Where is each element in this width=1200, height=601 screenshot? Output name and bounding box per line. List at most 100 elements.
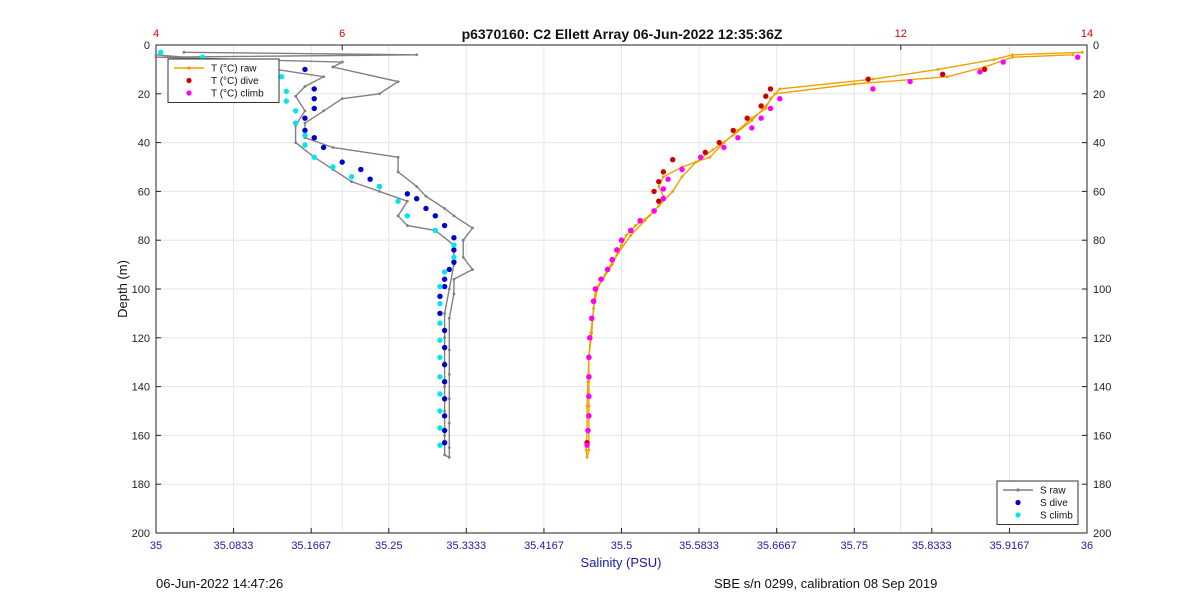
y-tick-label-left: 140 <box>132 382 150 394</box>
y-tick-label-right: 200 <box>1093 528 1111 540</box>
data-point-t-c-climb <box>618 237 625 243</box>
legend-label: S climb <box>1040 511 1073 522</box>
y-tick-label-right: 160 <box>1093 430 1111 442</box>
x-tick-label-bottom: 36 <box>1081 540 1093 552</box>
data-point-s-climb <box>437 391 443 397</box>
series-marker-s-raw <box>447 373 451 376</box>
footer-timestamp: 06-Jun-2022 14:47:26 <box>156 576 284 591</box>
data-point-s-climb <box>451 242 457 248</box>
data-point-t-c-climb <box>735 135 741 141</box>
data-point-s-climb <box>437 320 443 326</box>
series-marker-s-raw <box>405 224 409 227</box>
data-point-t-c-climb <box>637 217 643 224</box>
data-point-s-dive <box>311 95 317 102</box>
legend-dot-swatch <box>186 90 192 96</box>
series-marker-t-c-raw <box>671 190 675 193</box>
data-point-s-climb <box>441 269 448 275</box>
data-point-t-c-climb <box>749 125 755 131</box>
series-marker-t-c-raw <box>589 331 593 335</box>
series-marker-t-c-raw <box>778 87 782 91</box>
data-point-s-dive <box>423 205 429 212</box>
data-point-s-dive <box>437 293 443 300</box>
series-marker-s-raw <box>396 80 400 83</box>
data-point-s-dive <box>441 413 448 419</box>
legend-label: S raw <box>1040 486 1066 497</box>
series-marker-s-raw <box>396 155 400 159</box>
series-marker-s-raw <box>447 421 451 425</box>
data-point-s-dive <box>413 196 420 202</box>
series-marker-t-c-raw <box>1011 53 1014 57</box>
series-marker-t-c-raw <box>648 214 651 218</box>
y-tick-label-right: 100 <box>1093 284 1111 296</box>
series-marker-s-raw <box>447 348 451 352</box>
chart-title: p6370160: C2 Ellett Array 06-Jun-2022 12… <box>462 26 783 42</box>
data-point-t-c-dive <box>981 66 988 73</box>
y-tick-label-left: 100 <box>132 284 150 296</box>
series-marker-s-raw <box>294 141 298 145</box>
data-point-t-c-climb <box>977 69 983 75</box>
data-point-t-c-climb <box>587 335 593 341</box>
series-marker-s-raw <box>447 446 451 449</box>
x-axis-label: Salinity (PSU) <box>581 555 662 570</box>
y-tick-label-right: 0 <box>1093 40 1099 52</box>
data-point-t-c-dive <box>670 156 676 163</box>
data-point-s-dive <box>302 127 308 134</box>
data-point-s-climb <box>432 227 438 234</box>
data-point-s-climb <box>376 183 383 190</box>
data-point-t-c-climb <box>586 413 592 419</box>
y-tick-label-left: 0 <box>144 40 150 52</box>
x-tick-label-bottom: 35.5833 <box>679 540 719 552</box>
data-point-s-dive <box>451 247 457 253</box>
data-point-s-climb <box>404 213 411 219</box>
data-point-t-c-dive <box>730 127 736 134</box>
data-point-s-climb <box>348 174 355 180</box>
series-marker-s-raw <box>415 53 419 57</box>
data-point-t-c-climb <box>679 166 685 173</box>
series-marker-t-c-raw <box>769 97 772 101</box>
y-tick-label-right: 180 <box>1093 479 1111 491</box>
series-marker-s-raw <box>424 194 428 198</box>
data-point-t-c-climb <box>1000 59 1006 65</box>
series-marker-s-raw <box>303 109 307 113</box>
data-point-s-climb <box>395 198 401 204</box>
series-marker-s-raw <box>396 214 400 218</box>
data-point-s-climb <box>437 408 443 414</box>
series-marker-s-raw <box>447 287 451 291</box>
data-point-s-dive <box>441 396 448 402</box>
y-tick-label-left: 20 <box>138 89 150 101</box>
data-point-t-c-climb <box>589 315 595 321</box>
data-point-t-c-climb <box>586 374 592 380</box>
data-point-t-c-dive <box>758 103 764 109</box>
legend-dot-swatch <box>1015 512 1021 518</box>
data-point-s-dive <box>311 135 317 141</box>
data-point-t-c-climb <box>604 266 611 273</box>
legend-box <box>996 480 1079 525</box>
data-point-t-c-climb <box>697 154 704 160</box>
data-point-t-c-climb <box>586 393 592 400</box>
grid <box>155 44 1088 534</box>
series-marker-t-c-raw <box>852 82 856 86</box>
data-point-s-climb <box>437 425 443 431</box>
y-tick-label-left: 120 <box>132 333 150 345</box>
data-point-s-climb <box>283 88 290 95</box>
data-point-s-dive <box>339 159 345 165</box>
y-tick-label-right: 80 <box>1093 235 1105 247</box>
data-point-s-dive <box>441 379 448 385</box>
series-marker-t-c-raw <box>722 141 726 145</box>
data-point-t-c-climb <box>660 186 667 192</box>
y-tick-label-right: 140 <box>1093 382 1111 394</box>
data-point-t-c-climb <box>586 354 592 361</box>
series-line-s-raw <box>155 51 474 459</box>
series-marker-s-raw <box>303 85 307 88</box>
data-point-t-c-dive <box>763 93 769 99</box>
series-marker-t-c-raw <box>587 448 591 452</box>
x-tick-label-top: 6 <box>339 28 345 40</box>
data-point-s-dive <box>451 235 457 241</box>
data-point-t-c-climb <box>592 286 599 292</box>
data-point-s-climb <box>292 108 299 114</box>
data-point-t-c-climb <box>584 442 590 448</box>
data-point-t-c-climb <box>758 115 764 121</box>
